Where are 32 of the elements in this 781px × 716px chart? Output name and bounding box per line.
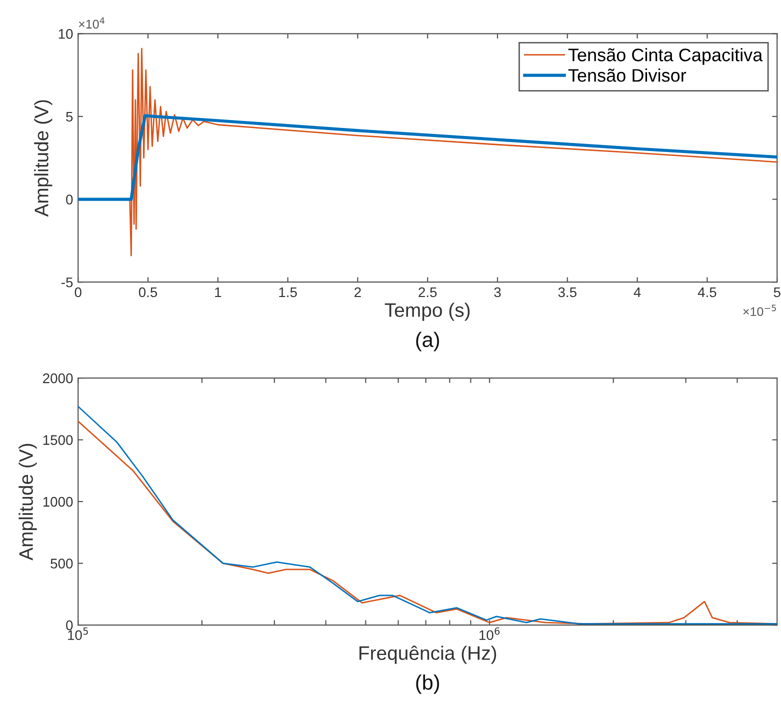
x-tick-label: 1.5: [279, 287, 297, 298]
line-series: [78, 114, 778, 201]
y-tick-label: 0: [66, 194, 73, 204]
x-tick-label: 4: [634, 287, 641, 298]
x-tick-label: 3: [494, 287, 501, 298]
text: ×10$^{−5}$: [743, 304, 776, 316]
y-tick-label: 0: [66, 620, 73, 630]
x-tick-label: 1: [215, 287, 222, 298]
legend-label: Tensão Divisor: [568, 68, 686, 82]
legend-label: Tensão Cinta Capacitiva: [568, 48, 763, 65]
y-tick-label: 1000: [43, 496, 73, 507]
text: ×10$^{4}$: [78, 17, 104, 29]
x-tick-label: 2.5: [418, 287, 437, 298]
x-tick-label: 3.5: [558, 287, 576, 298]
text: (a): [416, 332, 440, 352]
y-tick-label: 5: [66, 112, 73, 122]
y-axis-title: Amplitude (V): [18, 444, 37, 560]
y-tick-label: 1500: [43, 435, 73, 445]
y-tick-label: 2000: [43, 373, 73, 384]
x-tick-label: 10$^{6}$: [479, 627, 500, 640]
y-tick-label: -5: [62, 278, 73, 288]
x-tick-label: 0.5: [138, 287, 158, 298]
x-axis-title: Tempo (s): [384, 302, 470, 321]
text: (b): [416, 674, 440, 694]
x-tick-label: 0: [74, 287, 82, 298]
x-tick-label: 2: [354, 287, 361, 298]
x-axis-title: Frequência (Hz): [360, 646, 496, 664]
y-tick-label: 500: [50, 558, 73, 568]
y-axis-title: Amplitude (V): [34, 100, 52, 217]
x-tick-label: 5: [774, 287, 780, 298]
y-tick-label: 10: [58, 28, 73, 39]
x-tick-label: 4.5: [698, 287, 716, 298]
